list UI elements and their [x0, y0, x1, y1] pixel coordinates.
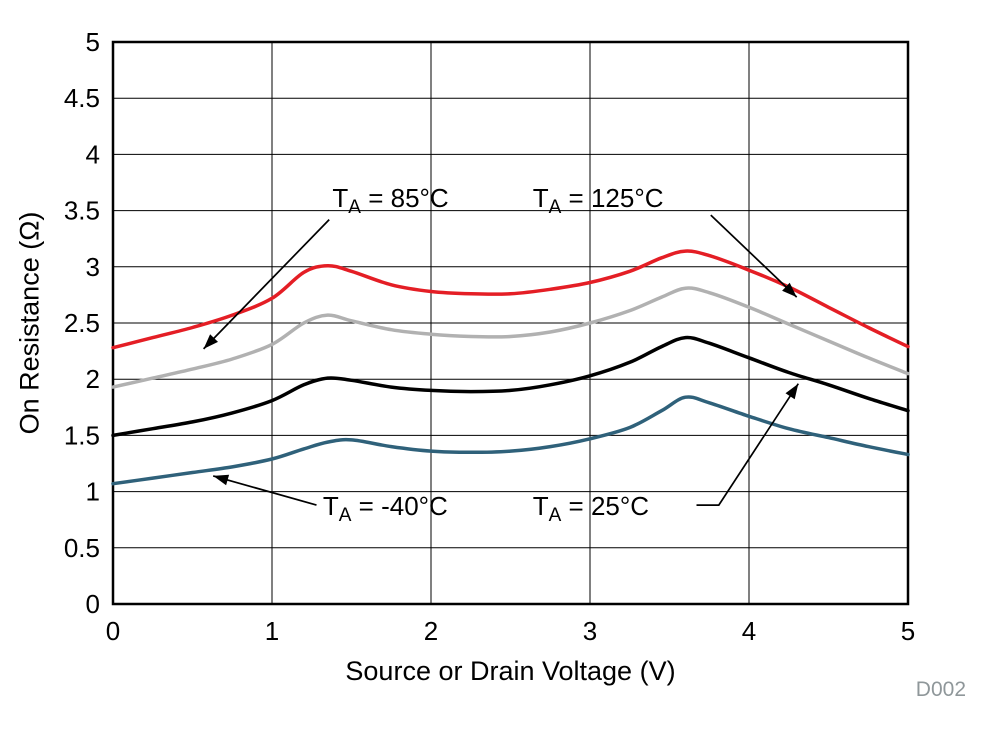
annotations: TA = 85°C TA = 125°C TA = -40°C TA = 25°C — [202, 183, 800, 526]
series-curve — [111, 335, 910, 438]
y-axis-label: On Resistance (Ω) — [14, 211, 45, 435]
svg-text:3: 3 — [86, 252, 100, 282]
svg-text:2: 2 — [86, 364, 100, 394]
svg-text:TA = 25°C: TA = 25°C — [533, 491, 649, 526]
svg-text:5: 5 — [901, 616, 915, 646]
svg-text:4: 4 — [742, 616, 756, 646]
svg-text:TA = 125°C: TA = 125°C — [533, 183, 664, 218]
svg-text:5: 5 — [86, 27, 100, 57]
figure-id-watermark: D002 — [915, 678, 966, 701]
x-axis-label: Source or Drain Voltage (V) — [345, 656, 676, 686]
svg-text:3: 3 — [583, 616, 597, 646]
svg-text:4.5: 4.5 — [64, 83, 100, 113]
svg-text:TA = -40°C: TA = -40°C — [323, 491, 448, 526]
svg-text:2: 2 — [424, 616, 438, 646]
svg-text:1: 1 — [265, 616, 279, 646]
series-curve — [111, 395, 910, 486]
gridlines — [113, 42, 908, 604]
plot-border — [111, 40, 910, 606]
svg-text:0.5: 0.5 — [64, 533, 100, 563]
series-curve — [111, 286, 910, 389]
svg-text:0: 0 — [106, 616, 120, 646]
svg-text:4: 4 — [86, 139, 100, 169]
svg-text:3.5: 3.5 — [64, 196, 100, 226]
tick-labels: 0 1 2 3 4 5 0 0.5 1 1.5 2 2.5 3 3.5 4 4.5 5 — [64, 27, 915, 646]
svg-text:0: 0 — [86, 589, 100, 619]
svg-text:1: 1 — [86, 477, 100, 507]
svg-text:1.5: 1.5 — [64, 420, 100, 450]
svg-text:2.5: 2.5 — [64, 308, 100, 338]
svg-text:TA = 85°C: TA = 85°C — [332, 183, 448, 218]
series-curve — [111, 249, 910, 350]
